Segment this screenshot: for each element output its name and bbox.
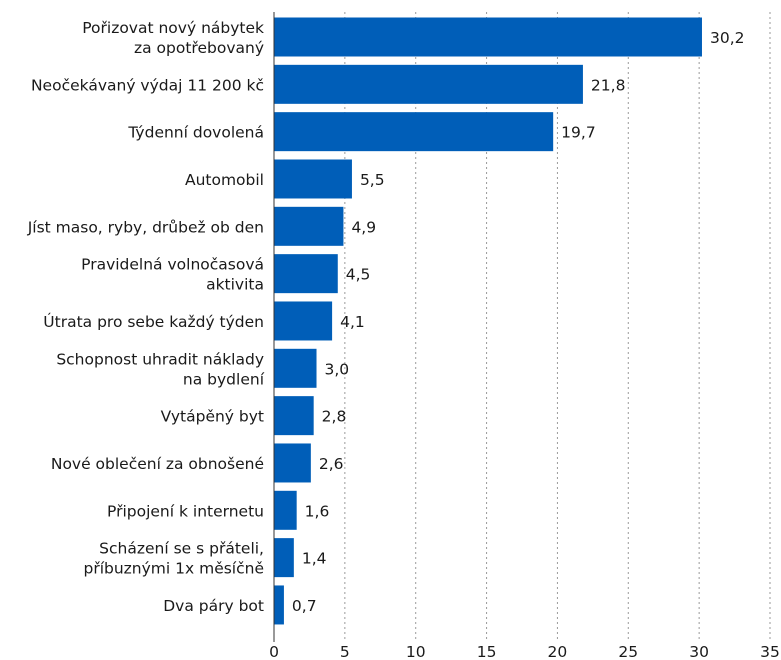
bar: [274, 159, 352, 199]
category-label: Automobil: [185, 171, 264, 189]
category-label-line: Automobil: [185, 171, 264, 189]
category-label: Schopnost uhradit náklady na bydlení: [56, 350, 264, 388]
bar: [274, 443, 311, 483]
data-label: 21,8: [591, 76, 626, 94]
x-tick-label: 20: [548, 643, 568, 660]
category-label-line: Neočekávaný výdaj 11 200 kč: [31, 76, 264, 94]
category-label: Nové oblečení za obnošené: [51, 455, 264, 473]
category-label-line: aktivita: [206, 276, 264, 294]
category-label: Útrata pro sebe každý týden: [43, 312, 264, 331]
value-labels: 30,2 21,8 19,7 5,5 4,9 4,5 4,1 3,0 2,8 2,6 1,6 1,4 0…: [292, 29, 745, 615]
data-label: 30,2: [710, 29, 745, 47]
bar: [274, 254, 338, 294]
x-tick-label: 0: [269, 643, 279, 660]
data-label: 19,7: [561, 124, 596, 142]
x-tick-label: 10: [406, 643, 426, 660]
grid-lines: [344, 12, 771, 642]
data-label: 1,6: [305, 502, 330, 520]
x-tick-label: 5: [340, 643, 350, 660]
category-label-line: příbuznými 1x měsíčně: [83, 560, 264, 578]
data-label: 3,0: [325, 360, 350, 378]
category-label-line: za opotřebovaný: [134, 39, 264, 57]
x-tick-label: 30: [689, 643, 709, 660]
category-label-line: Dva páry bot: [163, 597, 264, 615]
x-tick-label: 15: [477, 643, 497, 660]
category-label-line: Připojení k internetu: [107, 502, 264, 520]
category-label-line: Útrata pro sebe každý týden: [43, 312, 264, 331]
x-tick-label: 25: [618, 643, 638, 660]
category-label-line: Týdenní dovolená: [127, 124, 264, 142]
data-label: 4,5: [346, 266, 371, 284]
category-labels: Pořizovat nový nábytek za opotřebovaný Neo…: [27, 19, 265, 615]
data-label: 4,9: [351, 218, 376, 236]
bar: [274, 64, 583, 104]
data-label: 2,8: [322, 408, 347, 426]
data-label: 4,1: [340, 313, 365, 331]
bar: [274, 538, 294, 578]
category-label-line: Vytápěný byt: [161, 408, 264, 426]
category-label: Neočekávaný výdaj 11 200 kč: [31, 76, 264, 94]
category-label-line: Pořizovat nový nábytek: [82, 19, 264, 37]
category-label: Jíst maso, ryby, drůbež ob den: [27, 218, 264, 236]
data-label: 2,6: [319, 455, 344, 473]
data-label: 0,7: [292, 597, 317, 615]
data-label: 5,5: [360, 171, 385, 189]
category-label-line: Schopnost uhradit náklady: [56, 350, 264, 368]
category-label: Týdenní dovolená: [127, 124, 264, 142]
category-label-line: Jíst maso, ryby, drůbež ob den: [27, 218, 264, 236]
category-label: Scházení se s přáteli, příbuznými 1x měsí…: [83, 540, 264, 578]
bar: [274, 112, 554, 152]
bar: [274, 396, 314, 436]
category-label-line: Pravidelná volnočasová: [81, 256, 264, 274]
bar: [274, 206, 344, 246]
category-label-line: na bydlení: [183, 370, 265, 388]
category-label: Dva páry bot: [163, 597, 264, 615]
bars: [274, 17, 702, 625]
bar: [274, 490, 297, 530]
category-label: Pravidelná volnočasová aktivita: [81, 256, 264, 294]
category-label: Připojení k internetu: [107, 502, 264, 520]
bar: [274, 301, 333, 341]
x-tick-label: 35: [760, 643, 780, 660]
category-label: Pořizovat nový nábytek za opotřebovaný: [82, 19, 264, 57]
data-label: 1,4: [302, 550, 327, 568]
bar: [274, 348, 317, 388]
category-label-line: Scházení se s přáteli,: [99, 540, 264, 558]
bar: [274, 585, 284, 625]
category-label-line: Nové oblečení za obnošené: [51, 455, 264, 473]
category-label: Vytápěný byt: [161, 408, 264, 426]
x-axis-ticks: 0 5 10 15 20 25 30 35: [269, 643, 780, 660]
bar: [274, 17, 702, 57]
